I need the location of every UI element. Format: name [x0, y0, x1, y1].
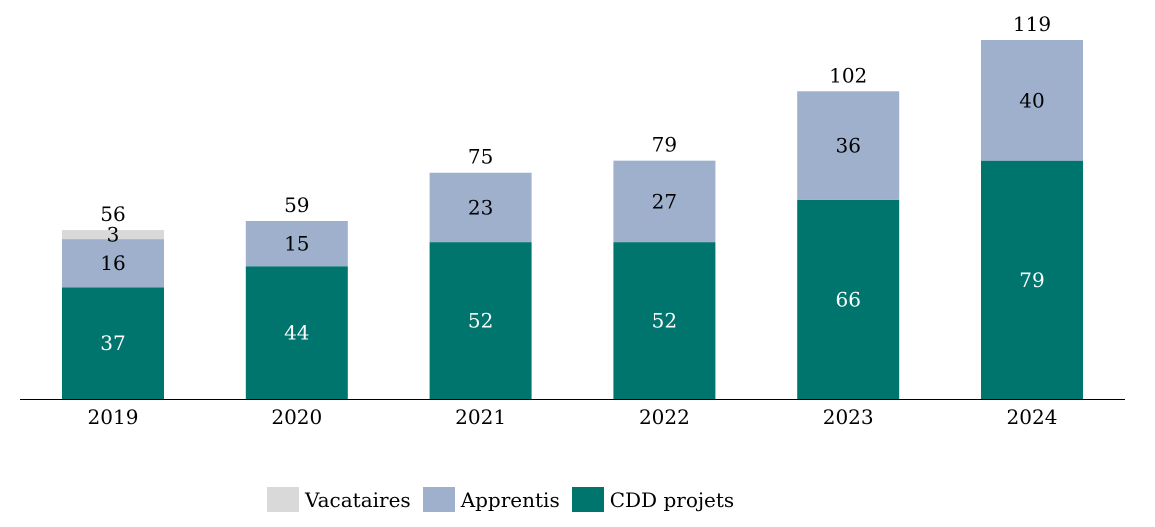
- legend-swatch-vacataires: [267, 487, 299, 512]
- total-label-2024: 119: [1013, 12, 1051, 36]
- data-label-cdd-projets-2022: 52: [652, 309, 677, 333]
- chart-legend: Vacataires Apprentis CDD projets: [267, 487, 746, 512]
- total-label-2023: 102: [829, 63, 867, 87]
- legend-item-cdd-projets: CDD projets: [571, 487, 735, 512]
- total-label-2021: 75: [468, 145, 493, 169]
- bar-cdd-projets-2019: [62, 287, 164, 399]
- bar-vacataires-2019: [62, 230, 164, 240]
- bar-cdd-projets-2020: [245, 266, 348, 399]
- bar-apprentis-2024: [981, 40, 1083, 161]
- bar-apprentis-2022: [613, 160, 716, 243]
- data-label-apprentis-2022: 27: [652, 189, 677, 213]
- legend-swatch-cdd-projets: [571, 487, 604, 512]
- total-label-2020: 59: [284, 193, 309, 217]
- data-label-apprentis-2019: 16: [100, 251, 125, 275]
- x-tick-label-2020: 2020: [271, 405, 322, 429]
- legend-label-apprentis: Apprentis: [460, 487, 560, 512]
- bar-cdd-projets-2023: [797, 199, 900, 399]
- legend-label-cdd-projets: CDD projets: [609, 487, 735, 512]
- bar-cdd-projets-2022: [613, 242, 716, 399]
- data-label-apprentis-2024: 40: [1019, 88, 1044, 112]
- x-tick-label-2024: 2024: [1007, 405, 1058, 429]
- legend-swatch-apprentis: [422, 487, 455, 512]
- bar-apprentis-2019: [62, 239, 164, 288]
- bar-cdd-projets-2024: [981, 160, 1083, 399]
- total-label-2019: 56: [100, 202, 125, 226]
- x-tick-label-2022: 2022: [639, 405, 690, 429]
- data-label-cdd-projets-2023: 66: [835, 287, 860, 311]
- data-label-cdd-projets-2020: 44: [284, 321, 309, 345]
- data-label-apprentis-2020: 15: [284, 232, 309, 256]
- x-tick-label-2021: 2021: [455, 405, 506, 429]
- data-label-apprentis-2021: 23: [468, 195, 493, 219]
- total-label-2022: 79: [652, 133, 677, 157]
- legend-item-vacataires: Vacataires: [267, 487, 411, 512]
- data-label-cdd-projets-2021: 52: [468, 309, 493, 333]
- bar-apprentis-2021: [429, 172, 532, 243]
- bar-apprentis-2023: [797, 91, 900, 200]
- legend-item-apprentis: Apprentis: [422, 487, 560, 512]
- stacked-bar-chart: 37 16 356 2019 44 15 59 2020 52 23 75 2021 52 27 79 202…: [20, 12, 1125, 429]
- data-label-cdd-projets-2019: 37: [100, 331, 125, 355]
- x-tick-label-2023: 2023: [823, 405, 874, 429]
- legend-label-vacataires: Vacataires: [305, 487, 411, 512]
- bar-apprentis-2020: [245, 221, 348, 267]
- data-label-cdd-projets-2024: 79: [1019, 268, 1044, 292]
- bar-cdd-projets-2021: [429, 242, 532, 399]
- x-tick-label-2019: 2019: [88, 405, 139, 429]
- data-label-apprentis-2023: 36: [835, 134, 860, 158]
- data-label-vacataires-2019: 3: [107, 223, 120, 247]
